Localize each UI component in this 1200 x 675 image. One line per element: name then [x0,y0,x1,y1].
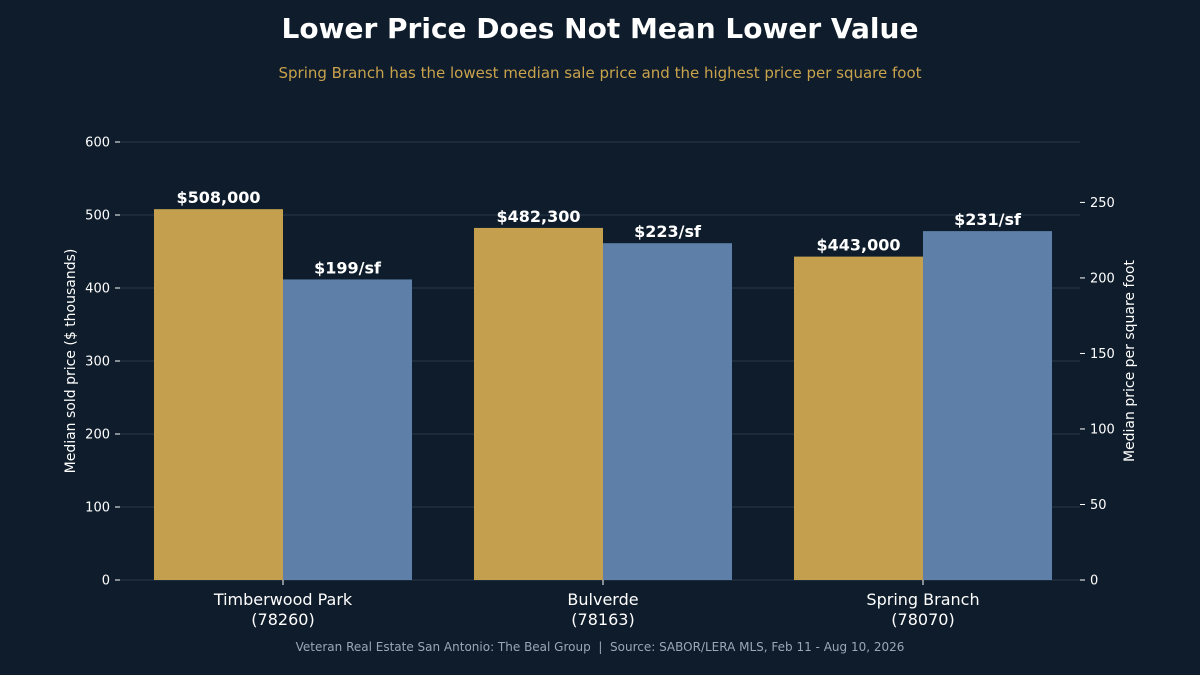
bars-layer [154,209,1052,580]
y-left-tick-label: 500 [85,209,110,224]
bar-price [154,209,283,580]
y-right-tick-label: 0 [1090,574,1098,589]
data-label-price-per-sqft: $223/sf [634,222,702,241]
y-left-tick-label: 300 [85,355,110,370]
bar-price-per-sqft [603,243,732,580]
data-label-price: $508,000 [176,188,260,207]
x-tick-sublabel: (78163) [571,610,634,629]
chart-subtitle: Spring Branch has the lowest median sale… [278,64,921,82]
x-tick-sublabel: (78070) [891,610,954,629]
x-tick-sublabel: (78260) [251,610,314,629]
x-tick-label: Spring Branch [866,590,979,609]
y-left-tick-label: 200 [85,428,110,443]
y-right-tick-label: 100 [1090,422,1115,437]
y-left-tick-label: 400 [85,282,110,297]
y-left-tick-label: 0 [102,574,110,589]
y-left-tick-label: 600 [85,136,110,151]
y-right-tick-label: 250 [1090,196,1115,211]
bar-price-per-sqft [283,279,412,580]
labels-layer: $508,000 $199/sf $482,300 $223/sf $443,000 $2… [176,188,1021,277]
chart-title: Lower Price Does Not Mean Lower Value [282,12,919,45]
y-right-axis-label: Median price per square foot [1122,259,1138,462]
data-label-price: $482,300 [496,207,580,226]
axes-layer: 0 100 200 300 400 500 600 0 50 100 150 200 250 Timber… [85,136,1115,630]
chart-footer: Veteran Real Estate San Antonio: The Bea… [296,640,905,654]
y-left-axis-label: Median sold price ($ thousands) [63,249,79,474]
bar-price [474,227,603,580]
data-label-price-per-sqft: $199/sf [314,258,382,277]
x-tick-label: Bulverde [567,590,638,609]
bar-price-per-sqft [923,231,1052,580]
y-right-tick-label: 150 [1090,347,1115,362]
bar-price [794,256,923,580]
x-tick-label: Timberwood Park [213,590,353,609]
y-right-tick-label: 50 [1090,498,1107,513]
y-right-tick-label: 200 [1090,271,1115,286]
data-label-price: $443,000 [816,236,900,255]
y-left-tick-label: 100 [85,501,110,516]
data-label-price-per-sqft: $231/sf [954,210,1022,229]
